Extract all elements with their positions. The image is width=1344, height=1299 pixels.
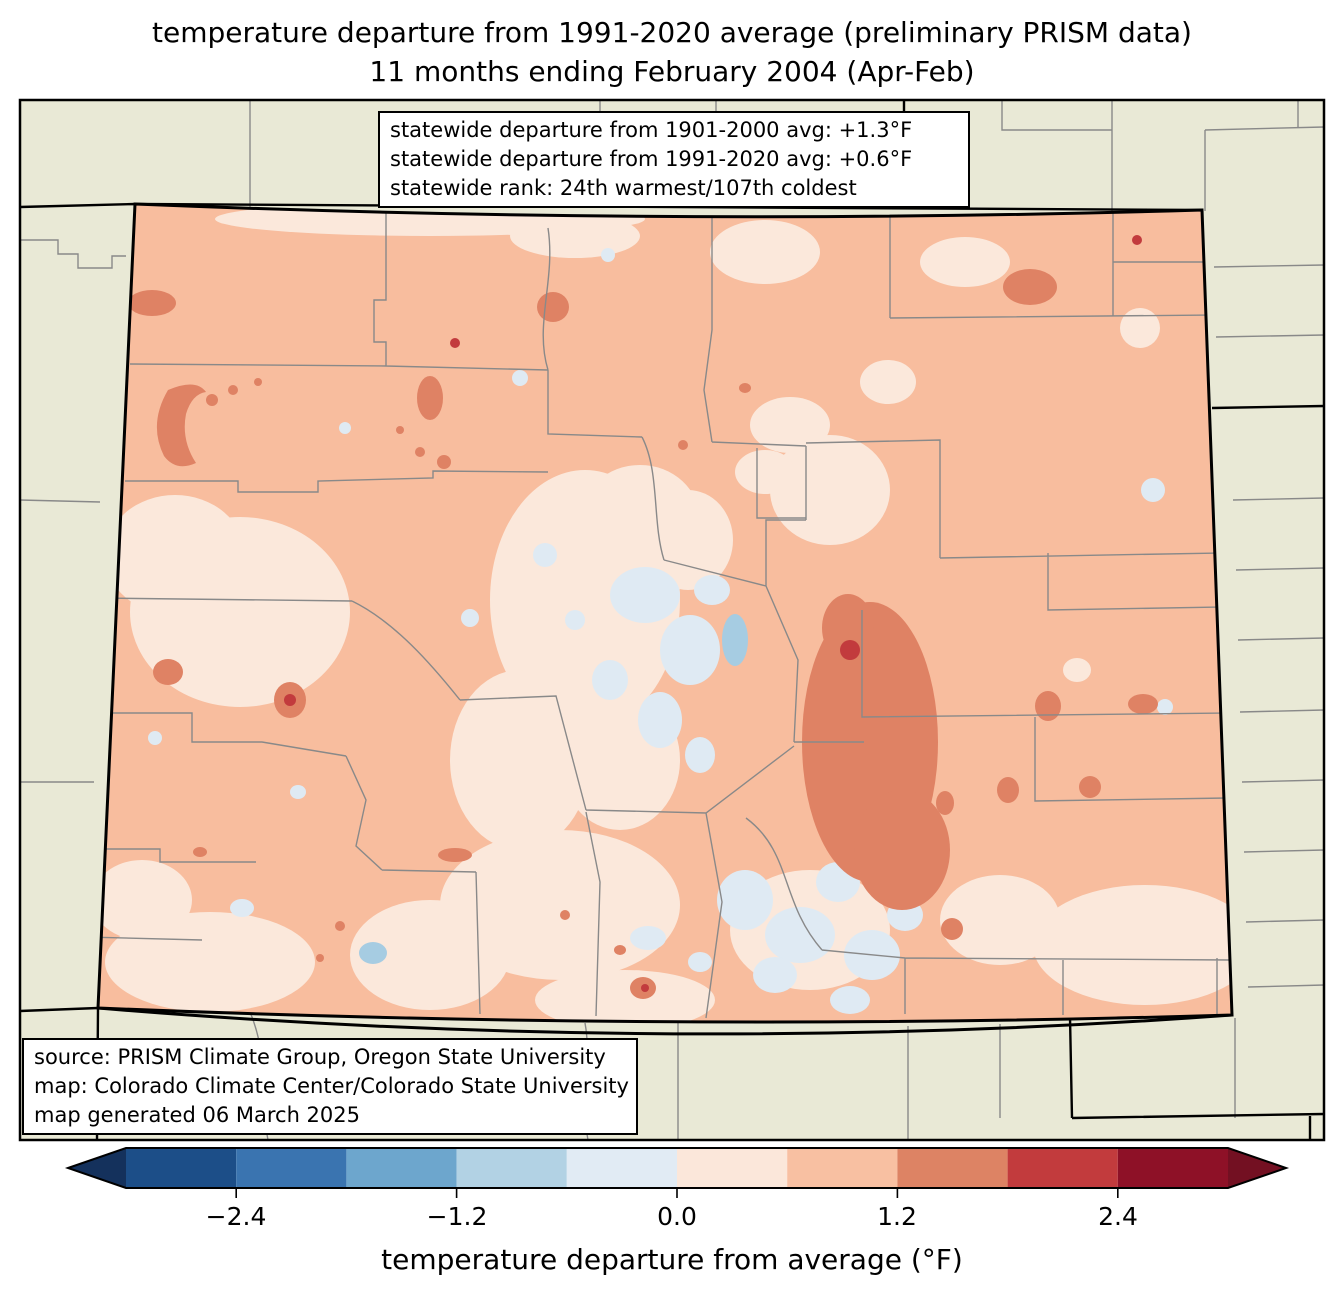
colorbar-outline (64, 1147, 1290, 1189)
colorbar (64, 1147, 1290, 1198)
colorbar-segment (677, 1148, 788, 1188)
colorbar-tick-label: 1.2 (877, 1202, 917, 1231)
colorbar-segment (456, 1148, 567, 1188)
stats-line-1901-2000: statewide departure from 1901-2000 avg: … (390, 118, 913, 142)
colorbar-segment (126, 1148, 237, 1188)
colorado-south-border-arc (97, 1006, 1233, 1036)
colorbar-left-arrow (68, 1148, 126, 1188)
stats-line-1991-2020: statewide departure from 1991-2020 avg: … (390, 147, 913, 171)
colorbar-tick-label: −1.2 (426, 1202, 488, 1231)
colorbar-axis-label: temperature departure from average (°F) (381, 1243, 963, 1276)
colorbar-segment (1117, 1148, 1228, 1188)
colorbar-segment (787, 1148, 898, 1188)
statewide-stats-box: statewide departure from 1901-2000 avg: … (378, 111, 970, 208)
chart-title-line1: temperature departure from 1991-2020 ave… (152, 16, 1192, 49)
source-line: source: PRISM Climate Group, Oregon Stat… (34, 1045, 606, 1069)
chart-title-line2: 11 months ending February 2004 (Apr-Feb) (369, 55, 975, 88)
map-generated-line: map generated 06 March 2025 (34, 1103, 361, 1127)
colorbar-segment (1007, 1148, 1118, 1188)
cooler-anomaly-spots (359, 614, 748, 964)
hot-anomaly-spots (284, 235, 1142, 992)
colorbar-right-arrow (1228, 1148, 1286, 1188)
colorbar-segment (236, 1148, 347, 1188)
colorbar-tick-label: −2.4 (205, 1202, 267, 1231)
colorado-county-lines (98, 211, 1231, 1019)
colorbar-segment (897, 1148, 1008, 1188)
stats-line-rank: statewide rank: 24th warmest/107th colde… (390, 176, 857, 200)
colorbar-tick-marks (235, 1188, 1119, 1198)
colorbar-segment (566, 1148, 677, 1188)
map-frame (18, 98, 1326, 1142)
colorbar-segment (346, 1148, 457, 1188)
map-credit-line: map: Colorado Climate Center/Colorado St… (34, 1074, 629, 1098)
source-attribution-box: source: PRISM Climate Group, Oregon Stat… (22, 1038, 638, 1135)
colorado-border (96, 202, 1234, 1024)
colorbar-tick-label: 2.4 (1098, 1202, 1138, 1231)
colorbar-tick-label: 0.0 (657, 1202, 697, 1231)
warm-anomaly-blobs (128, 269, 1158, 999)
